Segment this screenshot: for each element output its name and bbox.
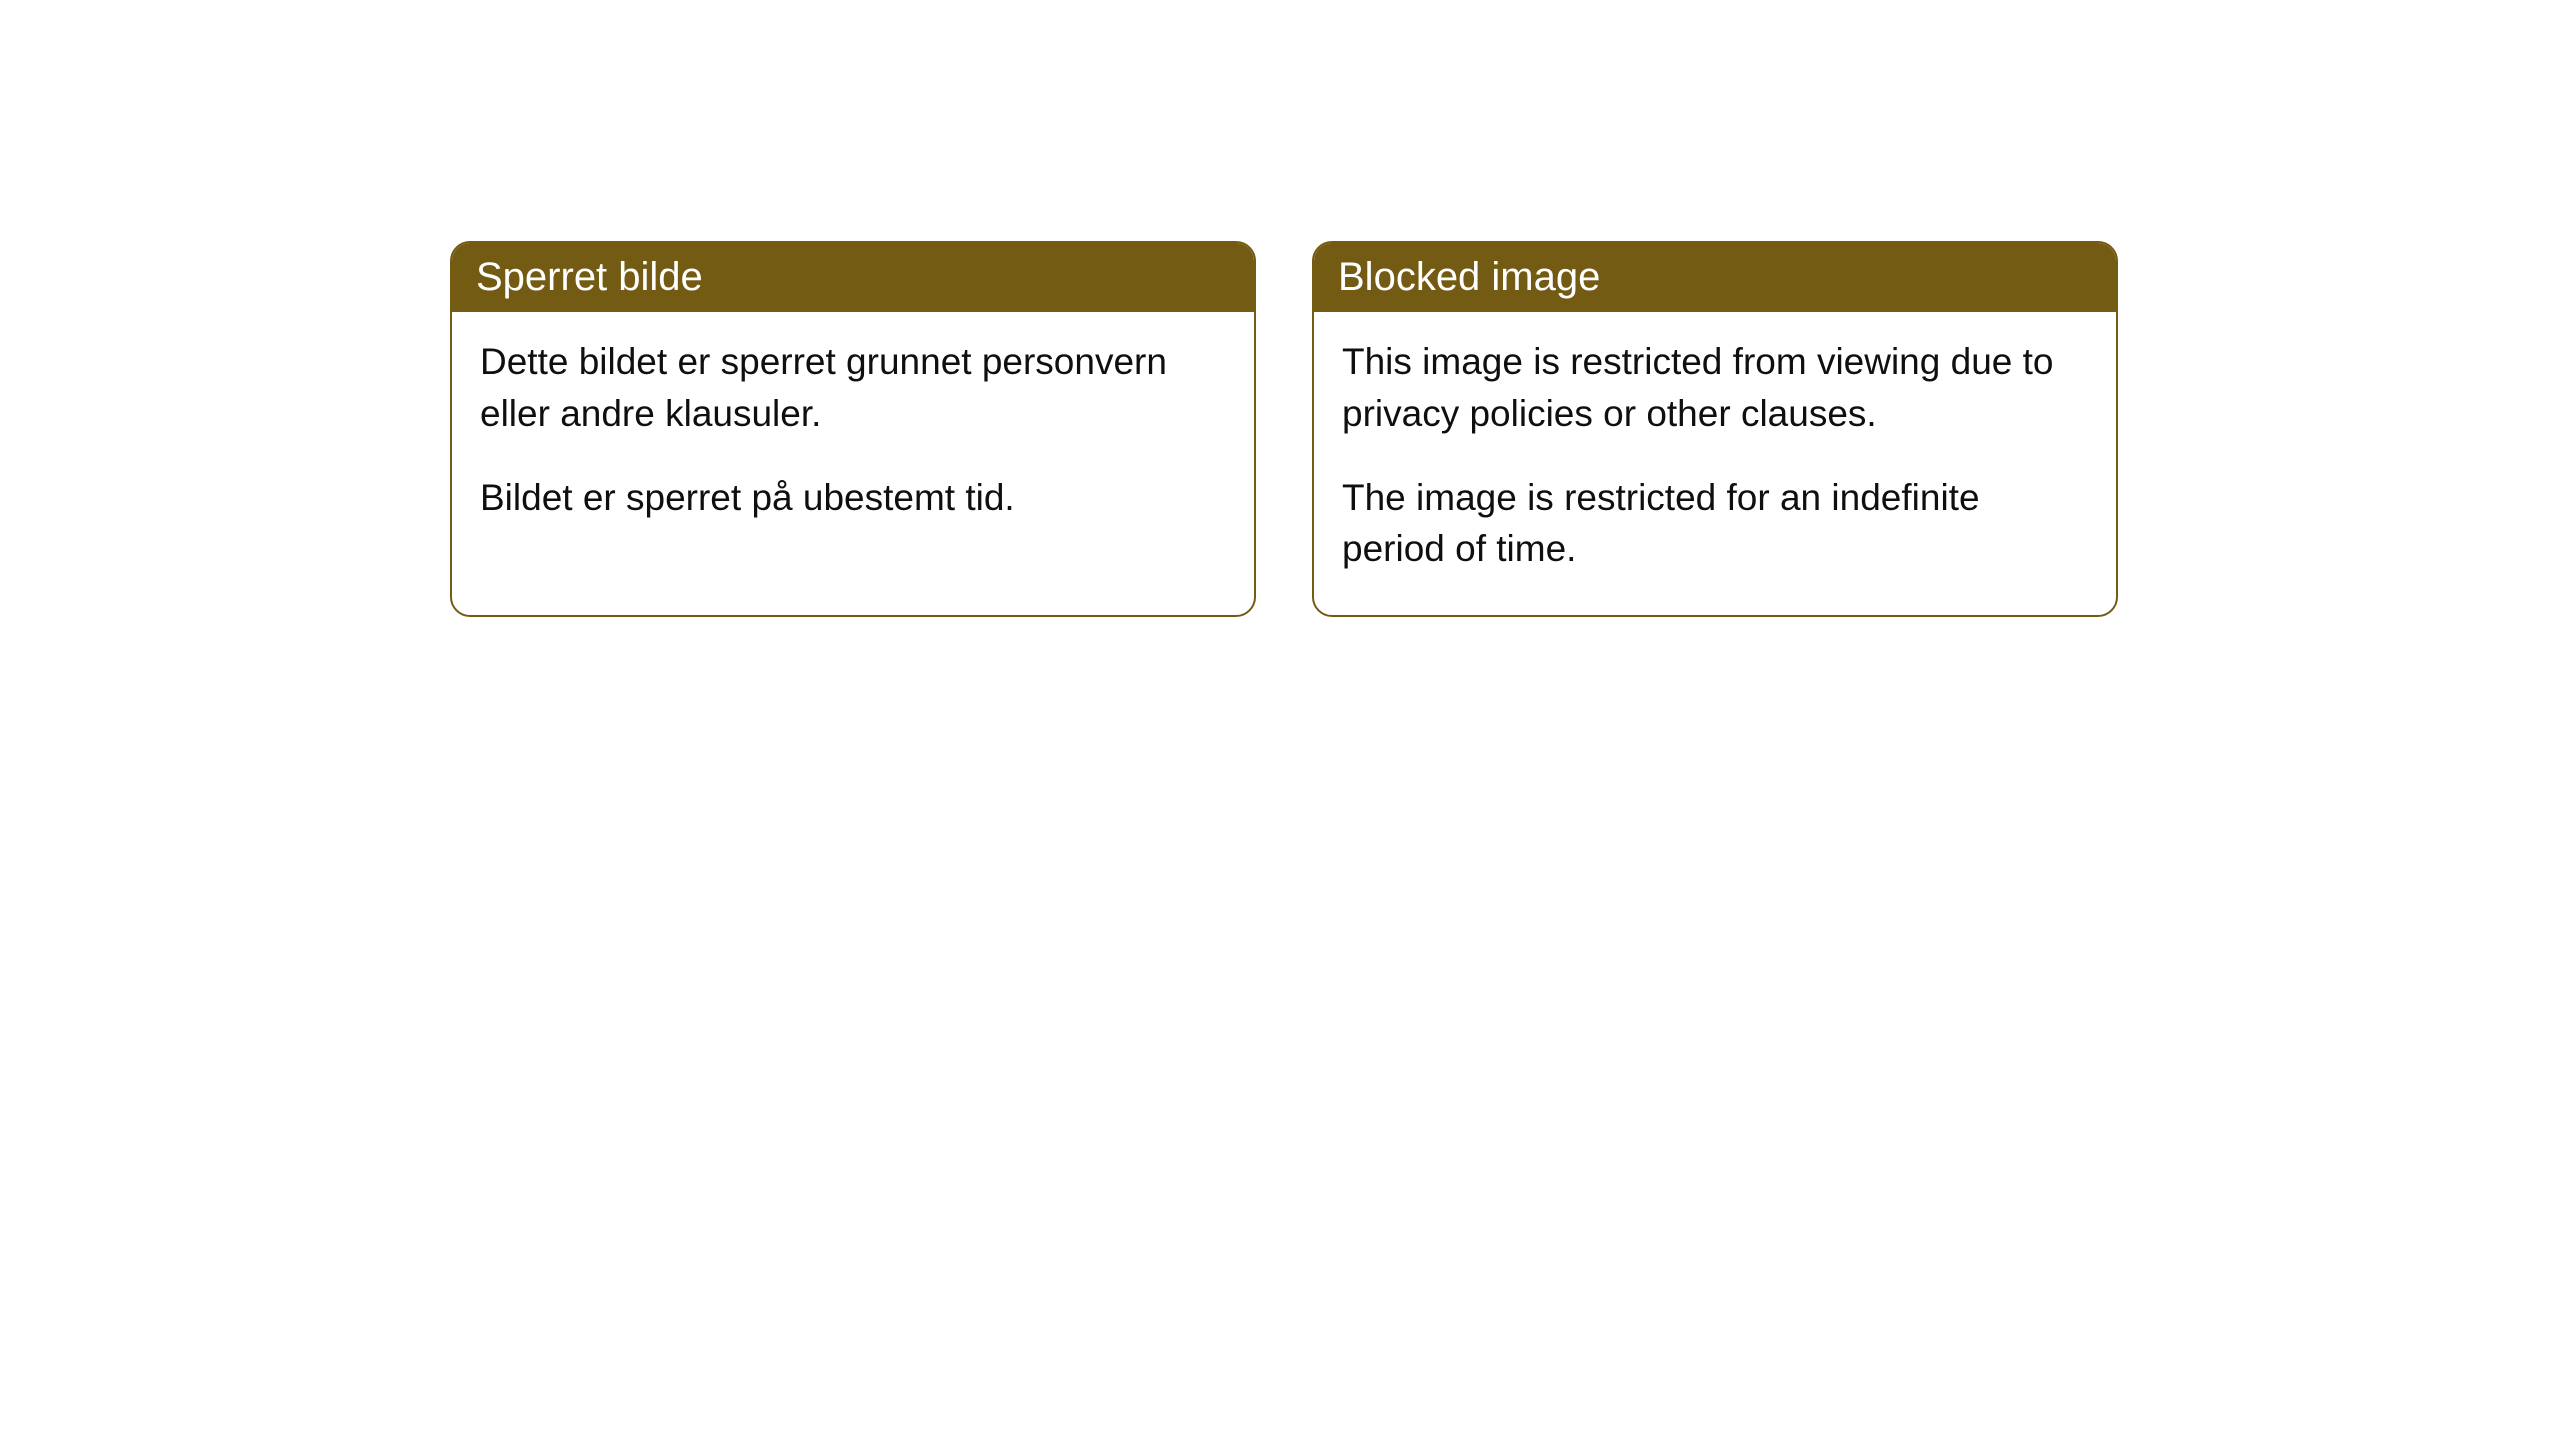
card-header: Blocked image [1314,243,2116,312]
card-body: This image is restricted from viewing du… [1314,312,2116,615]
card-paragraph: The image is restricted for an indefinit… [1342,472,2088,576]
notice-card-english: Blocked image This image is restricted f… [1312,241,2118,617]
card-body: Dette bildet er sperret grunnet personve… [452,312,1254,563]
card-paragraph: This image is restricted from viewing du… [1342,336,2088,440]
card-paragraph: Bildet er sperret på ubestemt tid. [480,472,1226,524]
notice-cards-container: Sperret bilde Dette bildet er sperret gr… [0,0,2560,617]
card-header-title: Blocked image [1338,255,1600,299]
card-paragraph: Dette bildet er sperret grunnet personve… [480,336,1226,440]
card-header-title: Sperret bilde [476,255,703,299]
card-header: Sperret bilde [452,243,1254,312]
notice-card-norwegian: Sperret bilde Dette bildet er sperret gr… [450,241,1256,617]
